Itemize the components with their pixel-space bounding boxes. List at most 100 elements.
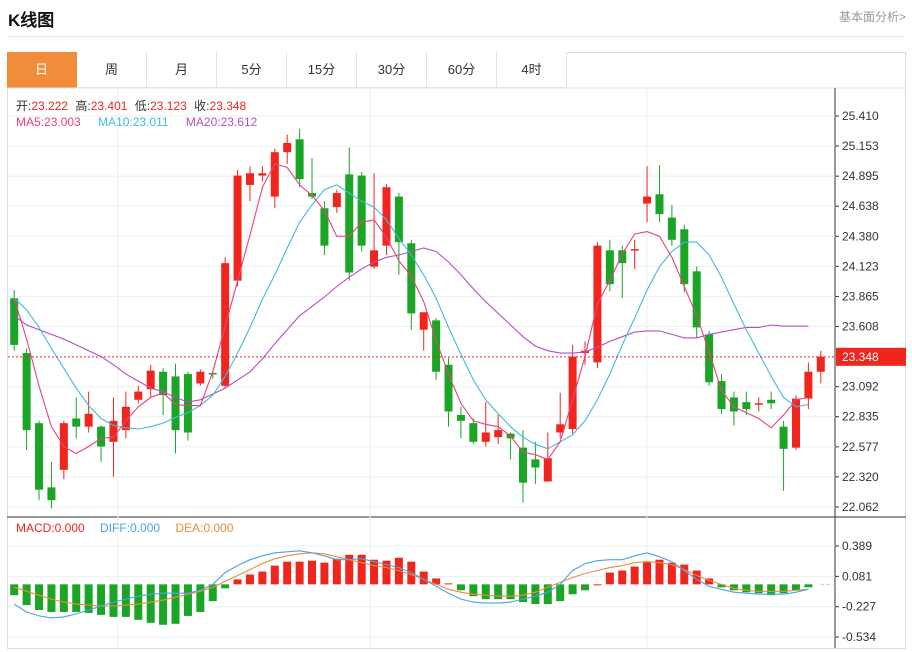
price-tick-label: 24.380 [842,229,879,243]
candle-up [196,371,205,384]
ma10-value: 23.011 [132,115,169,129]
price-tick-label: 22.835 [842,410,879,424]
candle-up [481,432,490,442]
macd-tick-label: -0.227 [842,600,876,614]
candle-up [556,424,565,433]
macd-bar-down [729,584,738,591]
candle-down [183,374,192,433]
price-tick-label: 23.092 [842,380,879,394]
candle-up [754,403,763,405]
price-tick-label: 24.638 [842,199,879,213]
macd-bar-up [320,562,329,585]
macd-bar-down [59,584,68,612]
price-tick-label: 22.577 [842,440,879,454]
macd-bar-down [97,584,106,615]
candle-down [444,364,453,412]
macd-bar-down [717,584,726,588]
macd-bar-up [593,584,602,586]
high-value: 23.401 [90,99,128,113]
candle-up [134,391,143,400]
macd-bar-down [804,584,813,588]
last-price-badge [836,347,906,366]
candle-down [655,194,664,215]
macd-bar-down [171,584,180,624]
macd-bar-up [705,578,714,585]
tab-30min[interactable]: 30分 [357,52,427,88]
macd-bar-up [382,560,391,585]
ma5-value: 23.003 [44,115,81,129]
candle-down [320,208,329,246]
price-tick-label: 24.123 [842,259,879,273]
price-tick-label: 25.153 [842,139,879,153]
dea-value: 0.000 [203,521,234,535]
macd-bar-up [643,561,652,585]
candle-up [245,173,254,185]
macd-bar-down [481,584,490,600]
candle-down [518,447,527,483]
low-value: 23.123 [150,99,187,113]
high-label: 高: [75,99,91,113]
macd-bar-down [543,584,552,605]
ma20-value: 23.612 [220,115,258,129]
macd-tick-label: -0.534 [842,630,876,644]
candle-down [97,426,106,447]
macd-bar-down [456,584,465,591]
ma5-label: MA5: [16,115,45,129]
macd-bar-up [630,566,639,585]
tab-month[interactable]: 月 [147,52,217,88]
macd-bar-down [72,584,81,612]
candle-up [283,142,292,153]
candle-down [729,397,738,412]
candle-down [469,423,478,442]
macd-bar-down [518,584,527,603]
macd-bar-up [258,571,267,585]
ma20-line [13,247,809,403]
macd-info: MACD:0.000 DIFF:0.000 DEA:0.000 [16,521,237,535]
candle-up [804,371,813,399]
ma5-line [13,163,809,461]
low-label: 低: [134,99,151,113]
diff-label: DIFF: [100,521,131,535]
macd-bar-up [295,561,304,585]
candle-up [146,370,155,390]
candle-up [791,398,800,448]
candle-up [121,406,130,431]
candle-down [767,399,776,404]
macd-bar-down [531,584,540,605]
header-divider [8,36,905,37]
candle-up [543,458,552,482]
open-label: 开: [16,99,32,113]
macd-bar-down [791,584,800,591]
candle-down [742,402,751,410]
dea-label: DEA: [175,521,204,535]
candle-down [717,381,726,410]
macd-bar-down [767,584,776,596]
macd-bar-down [494,584,503,600]
candle-down [72,418,81,427]
candle-down [605,250,614,285]
macd-bar-down [109,584,118,617]
candle-down [208,372,217,375]
ma-info: MA5:23.003 MA10:23.011 MA20:23.612 [16,115,261,129]
candle-up [332,193,341,208]
candle-up [419,312,428,330]
candle-up [630,249,639,251]
macd-bar-up [245,574,254,585]
macd-bar-down [208,584,217,602]
candle-down [407,243,416,314]
price-tick-label: 22.320 [842,470,879,484]
open-value: 23.222 [31,99,69,113]
macd-bar-up [308,560,317,585]
tab-60min[interactable]: 60分 [427,52,497,88]
candle-down [171,376,180,431]
ohlc-info: 开:23.222 高:23.401 低:23.123 收:23.348 [16,97,250,114]
candle-down [357,175,366,246]
tab-15min[interactable]: 15分 [287,52,357,88]
close-value: 23.348 [209,99,247,113]
candle-down [295,139,304,180]
candle-up [816,356,825,372]
fundamental-analysis-link[interactable]: 基本面分析> [838,10,906,24]
macd-bar-down [47,584,56,612]
candle-down [779,426,788,449]
